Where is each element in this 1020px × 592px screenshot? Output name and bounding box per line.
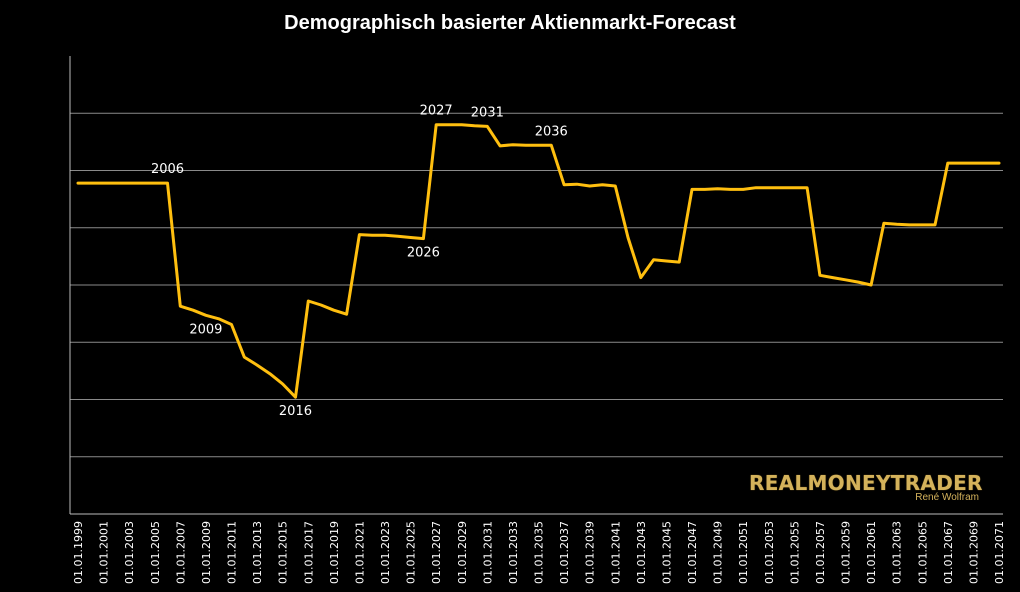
- chart-title: Demographisch basierter Aktienmarkt-Fore…: [284, 12, 736, 34]
- gridlines: [70, 112, 1003, 458]
- x-tick-label: 01.01.2055: [788, 521, 801, 584]
- x-tick-label: 01.01.2011: [226, 521, 239, 584]
- x-tick-label: 01.01.2039: [584, 521, 597, 584]
- x-tick-label: 01.01.2003: [123, 521, 136, 584]
- x-tick-label: 01.01.2033: [507, 521, 520, 584]
- x-tick-label: 01.01.2045: [660, 521, 673, 584]
- x-tick-label: 01.01.2009: [200, 521, 213, 584]
- annotation-label: 2036: [535, 124, 568, 139]
- x-tick-label: 01.01.2021: [353, 521, 366, 584]
- x-tick-label: 01.01.2029: [456, 521, 469, 584]
- x-tick-label: 01.01.2015: [277, 521, 290, 584]
- annotation-label: 2016: [279, 404, 312, 419]
- x-tick-label: 01.01.2019: [328, 521, 341, 584]
- x-tick-label: 01.01.2069: [967, 521, 980, 584]
- x-tick-label: 01.01.2013: [251, 521, 264, 584]
- x-tick-label: 01.01.2043: [635, 521, 648, 584]
- x-tick-label: 01.01.2049: [712, 521, 725, 584]
- x-tick-label: 01.01.2001: [98, 521, 111, 584]
- x-tick-label: 01.01.2059: [840, 521, 853, 584]
- annotation-label: 2026: [407, 246, 440, 261]
- x-tick-label: 01.01.2061: [865, 521, 878, 584]
- x-tick-labels: 01.01.1999 01.01.2001 01.01.2003 01.01.2005…: [72, 521, 1006, 584]
- x-tick-label: 01.01.2065: [916, 521, 929, 584]
- x-tick-label: 01.01.2031: [481, 521, 494, 584]
- x-tick-label: 01.01.2041: [609, 521, 622, 584]
- annotation-label: 2027: [420, 104, 453, 119]
- x-tick-label: 01.01.2063: [891, 521, 904, 584]
- x-tick-label: 01.01.2037: [558, 521, 571, 584]
- annotation-label: 2031: [471, 105, 504, 120]
- annotation-label: 2009: [189, 322, 222, 337]
- x-tick-label: 01.01.2023: [379, 521, 392, 584]
- annotations: 2006 2009 2016 2026 2027 2031 2036: [151, 104, 568, 420]
- brand-logo-text: REALMONEYTRADER: [749, 471, 983, 495]
- annotation-label: 2006: [151, 162, 184, 177]
- x-tick-label: 01.01.2051: [737, 521, 750, 584]
- brand-subtitle: René Wolfram: [915, 492, 979, 503]
- brand-logo: REALMONEYTRADER René Wolfram: [749, 471, 983, 503]
- x-tick-label: 01.01.2057: [814, 521, 827, 584]
- x-tick-label: 01.01.2035: [533, 521, 546, 584]
- x-tick-label: 01.01.2017: [302, 521, 315, 584]
- x-tick-label: 01.01.2005: [149, 521, 162, 584]
- x-tick-label: 01.01.2047: [686, 521, 699, 584]
- x-tick-label: 01.01.1999: [72, 521, 85, 584]
- x-tick-label: 01.01.2025: [405, 521, 418, 584]
- x-tick-label: 01.01.2071: [993, 521, 1006, 584]
- x-tick-label: 01.01.2067: [942, 521, 955, 584]
- series-line: [76, 123, 1001, 399]
- series-line-group: [76, 123, 1001, 399]
- x-tick-label: 01.01.2027: [430, 521, 443, 584]
- axes: [69, 56, 1003, 515]
- x-tick-label: 01.01.2053: [763, 521, 776, 584]
- x-tick-label: 01.01.2007: [174, 521, 187, 584]
